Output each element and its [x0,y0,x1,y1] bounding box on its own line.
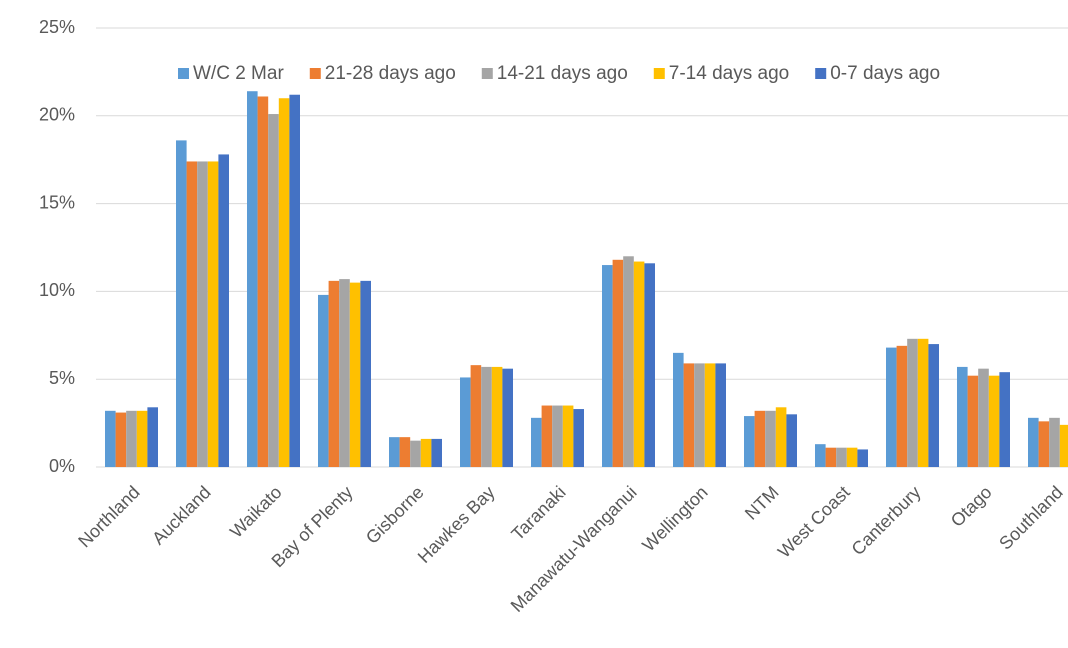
bar [573,409,584,467]
bar [886,347,897,467]
bar [278,98,290,468]
bar [339,279,350,467]
bar [846,447,858,467]
legend-swatch [481,68,493,79]
bar [257,96,269,467]
legend-label: W/C 2 Mar [193,63,284,84]
bar [197,161,208,467]
bar [1049,417,1060,467]
bar [815,444,826,467]
bar [744,416,755,467]
bar [360,280,371,467]
bar [126,410,137,467]
y-tick-label: 10% [39,280,75,300]
bar [410,440,421,467]
bar [857,449,868,467]
bar [289,94,300,467]
x-tick-label: Manawatu-Wanganui [507,482,641,616]
bar [683,363,695,467]
bar [531,417,542,467]
bar [136,410,148,467]
bar [623,256,634,467]
bar [268,114,279,467]
bar [673,352,684,467]
legend-swatch [178,68,189,79]
bar [105,410,116,467]
bar [541,405,553,467]
bar [836,447,847,467]
bar [431,438,442,467]
bar [612,259,624,467]
bar [907,338,918,467]
legend-swatch [815,68,827,79]
bar [978,368,989,467]
bar [704,363,716,467]
bar [481,366,492,467]
y-tick-label: 25% [39,17,75,37]
x-tick-label: Taranaki [507,482,569,544]
y-tick-label: 5% [49,368,75,388]
bar [917,338,929,467]
legend-swatch [309,68,321,79]
bar [502,368,513,467]
bar [218,154,229,467]
legend-label: 7-14 days ago [669,63,789,84]
bar [1059,424,1068,467]
legend-swatch [653,68,665,79]
bar [552,405,563,467]
y-tick-label: 20% [39,105,75,125]
legend-label: 14-21 days ago [497,63,628,84]
bar [186,161,198,467]
bar [399,437,411,467]
bar [1028,417,1039,467]
bar [247,91,258,467]
bar [999,372,1010,467]
bar [957,366,968,467]
y-tick-label: 0% [49,456,75,476]
bar [786,414,797,467]
bar [694,363,705,467]
bar [988,375,1000,467]
bar [389,437,400,467]
bar [765,410,776,467]
bar [460,377,471,467]
legend-label: 21-28 days ago [325,63,456,84]
bar [420,438,432,467]
x-tick-label: Wellington [638,482,711,555]
bar [775,407,787,467]
bar [147,407,158,467]
bar [207,161,219,467]
bar [349,282,361,467]
x-tick-label: Hawkes Bay [414,482,499,567]
x-tick-label: Auckland [148,482,215,549]
bar [328,280,340,467]
bar [1038,421,1050,467]
bar [115,412,127,467]
bar [176,140,187,467]
bar [825,447,837,467]
x-tick-label: Waikato [226,482,286,542]
bar [633,261,645,467]
bar [715,363,726,467]
x-tick-label: Gisborne [362,482,428,548]
bar [602,265,613,467]
y-tick-label: 15% [39,192,75,212]
bar [896,345,908,467]
x-tick-label: Northland [74,482,143,551]
bar [318,294,329,467]
bar [644,263,655,467]
bar [928,344,939,467]
bar [470,365,482,467]
bar [754,410,766,467]
x-tick-label: Canterbury [848,482,925,559]
bar [491,366,503,467]
bar [967,375,979,467]
legend-label: 0-7 days ago [830,63,940,84]
x-tick-label: Southland [995,482,1066,553]
bar [562,405,574,467]
x-tick-label: West Coast [774,482,854,562]
x-tick-label: NTM [741,482,783,524]
x-tick-label: Otago [947,482,996,531]
